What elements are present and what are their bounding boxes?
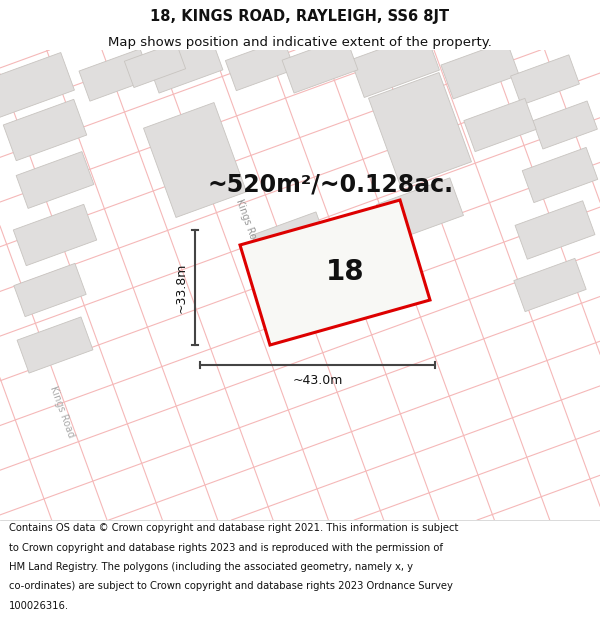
Polygon shape — [14, 263, 86, 317]
Text: HM Land Registry. The polygons (including the associated geometry, namely x, y: HM Land Registry. The polygons (includin… — [9, 562, 413, 572]
Text: to Crown copyright and database rights 2023 and is reproduced with the permissio: to Crown copyright and database rights 2… — [9, 542, 443, 552]
Polygon shape — [310, 251, 390, 309]
Polygon shape — [240, 200, 430, 345]
Polygon shape — [368, 72, 472, 188]
Polygon shape — [282, 37, 358, 93]
Polygon shape — [16, 152, 94, 208]
Polygon shape — [147, 37, 223, 93]
Polygon shape — [464, 98, 536, 152]
Polygon shape — [441, 41, 519, 99]
Text: 100026316.: 100026316. — [9, 601, 69, 611]
Text: Map shows position and indicative extent of the property.: Map shows position and indicative extent… — [108, 36, 492, 49]
Polygon shape — [226, 39, 295, 91]
Polygon shape — [252, 212, 328, 268]
Polygon shape — [514, 258, 586, 312]
Text: ~33.8m: ~33.8m — [175, 262, 187, 312]
Polygon shape — [124, 42, 185, 88]
Text: co-ordinates) are subject to Crown copyright and database rights 2023 Ordnance S: co-ordinates) are subject to Crown copyr… — [9, 581, 453, 591]
Polygon shape — [515, 201, 595, 259]
Polygon shape — [511, 55, 580, 105]
Polygon shape — [350, 32, 439, 98]
Text: ~43.0m: ~43.0m — [292, 374, 343, 388]
Polygon shape — [13, 204, 97, 266]
Polygon shape — [3, 99, 87, 161]
Text: Contains OS data © Crown copyright and database right 2021. This information is : Contains OS data © Crown copyright and d… — [9, 523, 458, 533]
Polygon shape — [0, 52, 74, 118]
Text: Kings Road: Kings Road — [48, 385, 76, 439]
Text: 18: 18 — [326, 259, 364, 286]
Polygon shape — [17, 317, 93, 373]
Polygon shape — [377, 178, 463, 242]
Polygon shape — [533, 101, 598, 149]
Text: 18, KINGS ROAD, RAYLEIGH, SS6 8JT: 18, KINGS ROAD, RAYLEIGH, SS6 8JT — [151, 9, 449, 24]
Text: ~520m²/~0.128ac.: ~520m²/~0.128ac. — [207, 173, 453, 197]
Text: Kings Road: Kings Road — [234, 198, 262, 252]
Polygon shape — [79, 49, 151, 101]
Polygon shape — [522, 148, 598, 202]
Polygon shape — [143, 102, 247, 218]
